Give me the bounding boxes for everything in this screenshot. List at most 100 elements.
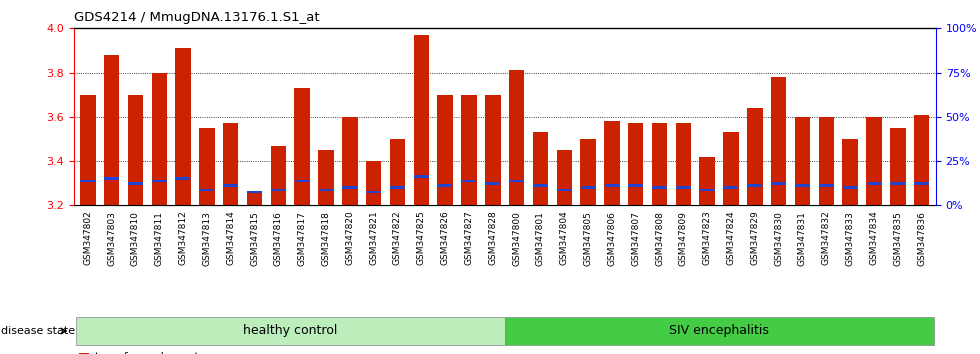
Bar [604, 121, 619, 205]
Text: GSM347832: GSM347832 [822, 211, 831, 266]
Text: GSM347820: GSM347820 [345, 211, 355, 266]
Text: GSM347809: GSM347809 [679, 211, 688, 266]
Text: GSM347803: GSM347803 [107, 211, 116, 266]
Bar [128, 182, 143, 184]
Text: GSM347804: GSM347804 [560, 211, 568, 266]
Bar [818, 117, 834, 205]
Text: GSM347805: GSM347805 [583, 211, 593, 266]
Bar [819, 184, 834, 187]
Bar [104, 55, 120, 205]
Bar [247, 192, 263, 205]
Text: GSM347833: GSM347833 [846, 211, 855, 266]
Bar [843, 186, 858, 189]
Bar [747, 108, 762, 205]
Text: disease state: disease state [1, 326, 75, 336]
Text: GSM347815: GSM347815 [250, 211, 259, 266]
Bar [581, 186, 596, 189]
Bar [104, 177, 119, 180]
Bar [628, 184, 643, 187]
Bar [390, 139, 406, 205]
Bar [247, 191, 262, 193]
Text: GSM347831: GSM347831 [798, 211, 807, 266]
Bar [390, 186, 405, 189]
Bar [318, 150, 334, 205]
Bar [605, 184, 619, 187]
Bar [891, 182, 906, 184]
Text: GSM347806: GSM347806 [608, 211, 616, 266]
Bar [342, 186, 357, 189]
Text: GSM347818: GSM347818 [321, 211, 330, 266]
Bar [127, 95, 143, 205]
Legend: transformed count, percentile rank within the sample: transformed count, percentile rank withi… [79, 353, 282, 354]
Bar [580, 139, 596, 205]
Bar [771, 77, 786, 205]
Bar [723, 132, 739, 205]
Text: GSM347823: GSM347823 [703, 211, 711, 266]
Text: GSM347816: GSM347816 [273, 211, 283, 266]
Bar [890, 128, 906, 205]
Bar [80, 179, 95, 182]
Bar [510, 179, 524, 182]
Bar [914, 115, 929, 205]
Text: GSM347836: GSM347836 [917, 211, 926, 266]
Bar [438, 184, 453, 187]
Text: GSM347814: GSM347814 [226, 211, 235, 266]
Bar [437, 95, 453, 205]
Text: GSM347802: GSM347802 [83, 211, 92, 266]
Bar [533, 184, 548, 187]
Text: GSM347821: GSM347821 [369, 211, 378, 266]
Bar [270, 145, 286, 205]
Bar [509, 70, 524, 205]
Bar [462, 95, 476, 205]
Text: GSM347830: GSM347830 [774, 211, 783, 266]
Bar [866, 182, 881, 184]
Text: GSM347829: GSM347829 [751, 211, 760, 266]
Bar [700, 188, 714, 191]
Bar [485, 182, 500, 184]
Text: GSM347827: GSM347827 [465, 211, 473, 266]
Bar [675, 124, 691, 205]
Bar [485, 95, 501, 205]
Text: GSM347824: GSM347824 [726, 211, 736, 265]
Bar [505, 317, 934, 346]
Bar [294, 88, 310, 205]
Bar [175, 177, 190, 180]
Bar [342, 117, 358, 205]
Bar [748, 184, 762, 187]
Text: GSM347835: GSM347835 [894, 211, 903, 266]
Bar [914, 182, 929, 184]
Bar [199, 128, 215, 205]
Text: GSM347834: GSM347834 [869, 211, 878, 266]
Bar [843, 139, 858, 205]
Text: GSM347813: GSM347813 [203, 211, 212, 266]
Bar [557, 188, 571, 191]
Bar [676, 186, 691, 189]
Text: GDS4214 / MmugDNA.13176.1.S1_at: GDS4214 / MmugDNA.13176.1.S1_at [74, 11, 319, 24]
Bar [271, 188, 286, 191]
Bar [414, 35, 429, 205]
Text: healthy control: healthy control [243, 325, 337, 337]
Bar [295, 179, 310, 182]
Text: GSM347812: GSM347812 [178, 211, 187, 266]
Text: GSM347828: GSM347828 [488, 211, 497, 266]
Bar [80, 95, 95, 205]
Text: GSM347801: GSM347801 [536, 211, 545, 266]
Bar [795, 117, 810, 205]
Text: GSM347811: GSM347811 [155, 211, 164, 266]
Bar [414, 175, 428, 178]
Bar [318, 188, 333, 191]
Bar [152, 73, 167, 205]
Text: GSM347826: GSM347826 [441, 211, 450, 266]
Bar [653, 186, 667, 189]
Bar [366, 161, 381, 205]
Bar [771, 182, 786, 184]
Bar [557, 150, 572, 205]
Bar [866, 117, 882, 205]
Bar [795, 184, 809, 187]
Bar [462, 179, 476, 182]
Text: SIV encephalitis: SIV encephalitis [669, 325, 769, 337]
Text: GSM347807: GSM347807 [631, 211, 640, 266]
Bar [75, 317, 505, 346]
Text: GSM347810: GSM347810 [131, 211, 140, 266]
Bar [533, 132, 548, 205]
